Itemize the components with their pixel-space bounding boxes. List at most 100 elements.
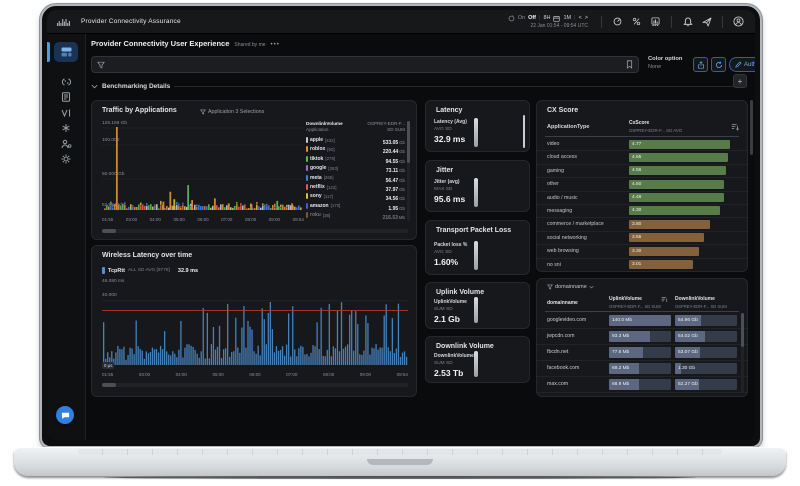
cx-col-application-type[interactable]: ApplicationType — [547, 124, 589, 130]
traffic-legend-scrollbar[interactable] — [407, 121, 410, 221]
traffic-chart[interactable] — [102, 121, 304, 216]
wireless-latency-panel: Wireless Latency over time TcpRtt ALL SD… — [91, 245, 417, 397]
stat-scrollbar[interactable] — [523, 115, 526, 148]
refresh-button[interactable] — [711, 57, 726, 72]
cx-score-row[interactable]: no sni3.01 — [537, 259, 747, 272]
filter-funnel-icon — [97, 61, 105, 69]
laptop-lid: Provider Connectivity Assurance On Off |… — [40, 4, 762, 448]
legend-app: roku[38] — [306, 212, 330, 218]
sidebar-item-reports[interactable] — [47, 90, 85, 106]
asterisk-icon — [61, 123, 71, 133]
cx-score-row[interactable]: social networking3.55 — [537, 232, 747, 245]
chat-icon — [61, 411, 70, 420]
stat-title: Latency — [436, 107, 462, 114]
stat-value: 32.9 ms — [434, 134, 465, 144]
sidebar-item-sessions[interactable] — [47, 105, 85, 121]
legend-app: meta[265] — [306, 175, 333, 181]
cx-row-label: audio / music — [547, 195, 578, 201]
section-header[interactable]: Benchmarking Details — [91, 79, 747, 93]
granularity-selector[interactable]: 1M — [563, 15, 571, 21]
sidebar-active-indicator — [47, 42, 50, 62]
domain-filter-chip[interactable]: domainname — [547, 284, 594, 290]
traffic-hscrollbar[interactable] — [102, 229, 408, 233]
reports-chart-icon[interactable] — [649, 15, 662, 28]
domain-row[interactable]: googlevideo.com140.0 Mb54.96 Gb — [537, 313, 747, 329]
cx-score-row[interactable]: video4.77 — [537, 138, 747, 151]
cx-score-bar: 3.80 — [629, 220, 710, 229]
cx-score-row[interactable]: web browsing3.30 — [537, 245, 747, 258]
domain-scrollbar[interactable] — [741, 313, 744, 393]
range-selector[interactable]: 8H — [543, 15, 550, 21]
cx-score-row[interactable]: gaming4.56 — [537, 165, 747, 178]
uplink-cell: 68.9 Mb — [609, 379, 671, 391]
page-header: Provider Connectivity User Experience Sh… — [91, 39, 280, 48]
domain-row[interactable]: jwpcdn.com93.3 Mb64.02 Gb — [537, 329, 747, 345]
sort-icon[interactable] — [731, 123, 739, 131]
send-icon[interactable] — [700, 15, 713, 28]
cx-row-label: commerce / marketplace — [547, 221, 604, 227]
live-on-toggle[interactable]: On — [518, 15, 525, 21]
cx-score-value: 4.30 — [629, 208, 641, 213]
domain-row[interactable]: fbcdn.net77.6 Mb53.07 Gb — [537, 345, 747, 361]
stat-sparkbar — [474, 118, 478, 147]
report-icon — [61, 92, 71, 102]
legend-row[interactable]: roku[38]216.53Mb — [306, 211, 405, 220]
cisco-logo-icon — [57, 17, 71, 26]
sidebar-item-services[interactable] — [47, 121, 85, 137]
interval-icon[interactable] — [553, 15, 560, 22]
page-scrollbar[interactable] — [750, 100, 753, 397]
app-bar: Provider Connectivity Assurance On Off |… — [47, 10, 755, 34]
downlink-cell: 52.27 Gb — [675, 379, 737, 391]
chat-fab-button[interactable] — [56, 406, 74, 424]
color-option[interactable]: Color option None — [648, 56, 682, 71]
cx-score-row[interactable]: commerce / marketplace 3.80 — [537, 218, 747, 231]
automation-icon[interactable] — [630, 15, 643, 28]
sidebar-item-subscribers[interactable] — [47, 136, 85, 152]
sidebar-item-connections[interactable] — [47, 74, 85, 90]
user-avatar-icon[interactable] — [732, 15, 745, 28]
add-panel-button[interactable]: + — [733, 74, 747, 88]
domain-row[interactable] — [537, 393, 747, 394]
live-refresh-icon[interactable] — [508, 15, 515, 22]
cx-score-row[interactable]: cloud access4.65 — [537, 151, 747, 164]
domain-rows: googlevideo.com140.0 Mb54.96 Gbjwpcdn.co… — [537, 313, 747, 394]
wireless-hscrollbar[interactable] — [102, 383, 408, 387]
legend-app-count: [38] — [323, 213, 330, 218]
cx-row-label: video — [547, 141, 559, 147]
time-prev-button[interactable]: < — [579, 15, 582, 21]
wireless-chart[interactable] — [102, 286, 408, 370]
wireless-legend[interactable]: TcpRtt ALL SD AVG [9778] 32.9 ms — [102, 267, 198, 274]
uplink-cell: 93.3 Mb — [609, 331, 671, 343]
legend-color-chip — [306, 203, 308, 209]
sidebar-item-dashboards[interactable] — [54, 42, 78, 62]
cx-score-row[interactable]: audio / music4.49 — [537, 192, 747, 205]
x-tick-label: 04:00 — [176, 372, 187, 377]
bookmark-icon[interactable] — [626, 60, 633, 69]
live-off-toggle[interactable]: Off — [528, 15, 536, 21]
domain-row[interactable]: max.com68.9 Mb52.27 Gb — [537, 377, 747, 393]
more-options-icon[interactable]: ••• — [271, 42, 280, 48]
cx-row-label: gaming — [547, 168, 564, 174]
sidebar-item-settings[interactable] — [47, 152, 85, 168]
author-button[interactable]: Author — [729, 57, 755, 72]
series-value: 32.9 ms — [178, 268, 198, 274]
domain-col-uplink[interactable]: UplinkVolume — [609, 296, 642, 302]
cx-score-row[interactable]: messaging4.30 — [537, 205, 747, 218]
flow-icon — [61, 108, 71, 118]
domain-col-name[interactable]: domainname — [547, 300, 578, 306]
filter-bar[interactable] — [91, 56, 639, 73]
stat-title: Uplink Volume — [436, 289, 484, 296]
export-button[interactable] — [693, 57, 708, 72]
cx-col-score[interactable]: CxScore — [629, 120, 649, 126]
sort-icon[interactable] — [661, 296, 668, 303]
notifications-bell-icon[interactable] — [681, 15, 694, 28]
color-option-value: None — [648, 64, 682, 71]
traffic-filter-chip[interactable]: Application 3 Selections — [200, 109, 264, 115]
export-icon — [697, 61, 705, 69]
time-next-button[interactable]: > — [585, 15, 588, 21]
chevron-down-icon — [91, 84, 98, 89]
gauge-icon[interactable] — [611, 15, 624, 28]
domain-col-downlink[interactable]: DownlinkVolume — [675, 296, 715, 302]
cx-score-row[interactable]: other4.50 — [537, 178, 747, 191]
domain-row[interactable]: facebook.com69.2 Mb1.30 Gb — [537, 361, 747, 377]
